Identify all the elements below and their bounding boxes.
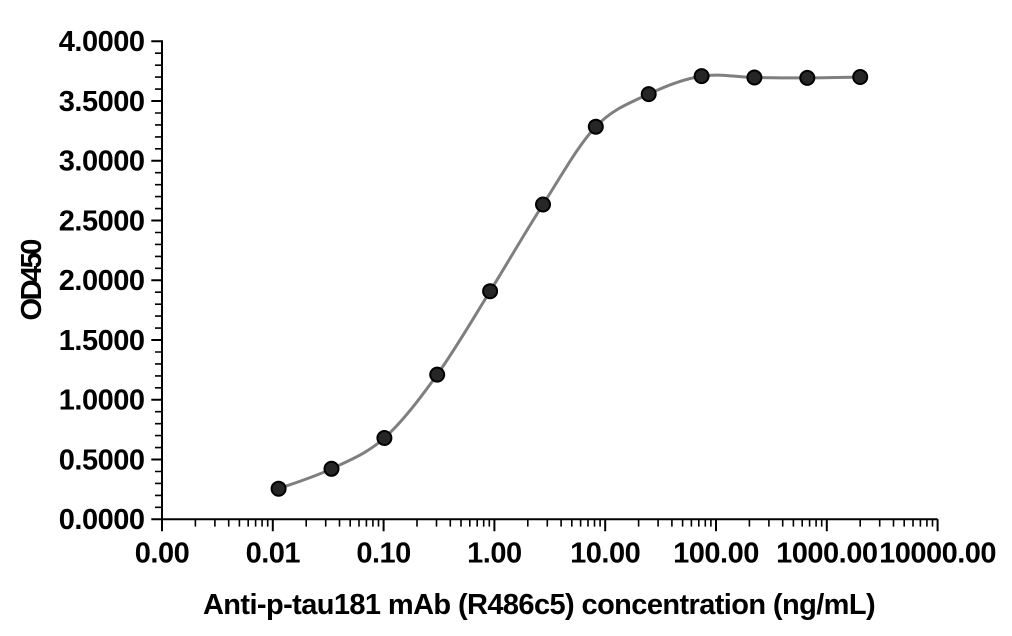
- svg-text:2.5000: 2.5000: [59, 205, 145, 237]
- svg-text:100.00: 100.00: [673, 538, 759, 570]
- svg-text:1.0000: 1.0000: [59, 385, 145, 417]
- svg-text:1000.00: 1000.00: [776, 538, 877, 570]
- svg-text:2.0000: 2.0000: [59, 265, 145, 297]
- svg-text:0.00: 0.00: [135, 538, 189, 570]
- svg-text:1.00: 1.00: [467, 538, 521, 570]
- svg-text:Anti-p-tau181 mAb (R486c5) con: Anti-p-tau181 mAb (R486c5) concentration…: [203, 589, 875, 621]
- svg-text:OD450: OD450: [16, 240, 48, 321]
- svg-text:3.5000: 3.5000: [59, 86, 145, 118]
- svg-text:0.5000: 0.5000: [59, 444, 145, 476]
- svg-text:4.0000: 4.0000: [59, 26, 145, 58]
- svg-text:0.01: 0.01: [246, 538, 301, 570]
- svg-text:10.00: 10.00: [570, 538, 640, 570]
- svg-text:3.0000: 3.0000: [59, 146, 145, 178]
- svg-text:1.5000: 1.5000: [59, 325, 145, 357]
- svg-text:0.0000: 0.0000: [59, 504, 145, 536]
- svg-text:0.10: 0.10: [356, 538, 410, 570]
- svg-text:10000.00: 10000.00: [879, 538, 996, 570]
